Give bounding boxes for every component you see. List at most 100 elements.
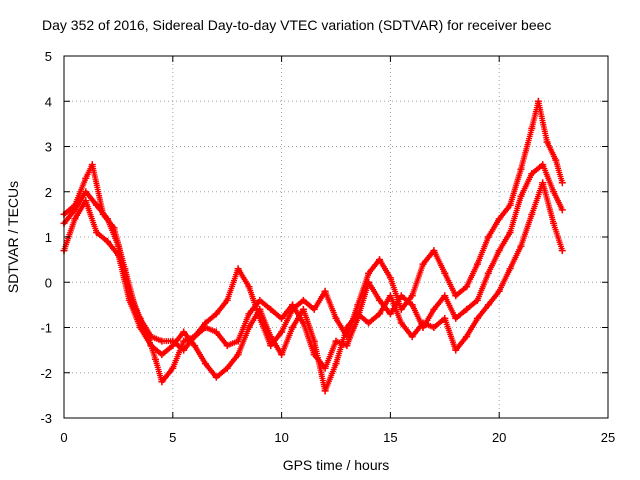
x-tick-label: 25 xyxy=(601,430,615,445)
data-point xyxy=(136,314,144,322)
data-point xyxy=(299,319,307,327)
data-point xyxy=(245,283,253,291)
data-point xyxy=(408,301,416,309)
data-point xyxy=(245,324,253,331)
data-point xyxy=(419,260,427,268)
data-point xyxy=(278,328,286,336)
data-point xyxy=(484,269,492,277)
data-point xyxy=(484,301,492,309)
series-layer xyxy=(60,97,566,395)
data-point xyxy=(539,179,547,187)
data-point xyxy=(539,161,547,169)
data-point xyxy=(397,292,405,300)
data-point xyxy=(158,378,166,386)
data-point xyxy=(473,296,481,304)
data-point xyxy=(310,351,318,359)
data-point xyxy=(321,387,329,395)
data-point xyxy=(558,206,566,214)
data-point xyxy=(343,342,351,350)
data-point xyxy=(223,364,231,372)
data-point xyxy=(463,283,471,291)
data-point xyxy=(550,219,558,227)
data-point xyxy=(506,265,514,273)
data-point xyxy=(234,337,242,345)
series-line xyxy=(62,181,564,393)
data-point xyxy=(528,210,536,218)
data-point xyxy=(365,278,373,286)
y-tick-label: 1 xyxy=(45,230,52,245)
data-point xyxy=(543,138,551,146)
data-point xyxy=(310,305,318,313)
data-point xyxy=(558,179,566,187)
data-point xyxy=(343,324,351,331)
y-tick-label: 0 xyxy=(45,275,52,290)
series-trace-2 xyxy=(60,179,566,395)
data-point xyxy=(212,373,220,381)
data-point xyxy=(191,333,199,341)
x-tick-label: 0 xyxy=(60,430,67,445)
data-point xyxy=(534,97,542,105)
data-point xyxy=(408,333,416,341)
x-tick-label: 15 xyxy=(383,430,397,445)
data-point xyxy=(452,292,460,300)
data-point xyxy=(212,310,220,318)
data-point xyxy=(289,324,296,331)
data-point xyxy=(441,292,449,300)
data-point xyxy=(267,305,275,313)
data-point xyxy=(558,247,566,255)
data-point xyxy=(528,170,536,178)
data-point xyxy=(397,305,405,313)
y-tick-label: 3 xyxy=(45,140,52,155)
data-point xyxy=(82,188,90,196)
data-point xyxy=(201,360,209,368)
y-axis-title: SDTVAR / TECUs xyxy=(5,181,21,293)
x-axis-title: GPS time / hours xyxy=(283,457,390,473)
data-point xyxy=(125,287,133,295)
data-point xyxy=(321,287,329,295)
data-point xyxy=(452,314,460,322)
data-point xyxy=(430,305,438,313)
y-tick-label: 5 xyxy=(45,49,52,64)
data-point xyxy=(136,324,144,331)
data-point xyxy=(267,333,275,341)
series-trace-3 xyxy=(60,161,566,372)
data-point xyxy=(234,351,242,359)
data-point xyxy=(408,292,416,300)
data-point xyxy=(386,292,394,300)
data-point xyxy=(82,174,90,182)
data-point xyxy=(517,192,525,200)
data-point xyxy=(452,346,460,354)
data-point xyxy=(158,351,166,359)
data-point xyxy=(299,305,307,313)
data-point xyxy=(278,314,286,322)
y-tick-label: -2 xyxy=(40,366,52,381)
data-point xyxy=(104,238,111,245)
data-point xyxy=(376,310,383,318)
data-point xyxy=(506,229,514,236)
data-point xyxy=(234,265,242,273)
data-point xyxy=(441,314,449,322)
data-point xyxy=(430,324,438,331)
data-point xyxy=(169,337,177,345)
data-point xyxy=(495,247,503,255)
data-point xyxy=(169,364,177,372)
data-point xyxy=(484,233,492,241)
data-point xyxy=(517,242,525,250)
data-point xyxy=(332,360,340,368)
x-tick-label: 10 xyxy=(274,430,288,445)
data-point xyxy=(180,346,188,354)
data-point xyxy=(114,242,122,250)
data-point xyxy=(365,319,373,327)
grid xyxy=(64,56,608,418)
data-point xyxy=(212,328,220,336)
data-point xyxy=(552,156,560,164)
data-point xyxy=(278,351,286,359)
data-point xyxy=(147,333,155,341)
data-point xyxy=(180,328,188,336)
data-point xyxy=(332,314,340,322)
data-point xyxy=(93,201,101,209)
series-markers xyxy=(61,179,565,394)
data-point xyxy=(71,206,79,214)
data-point xyxy=(495,215,503,223)
